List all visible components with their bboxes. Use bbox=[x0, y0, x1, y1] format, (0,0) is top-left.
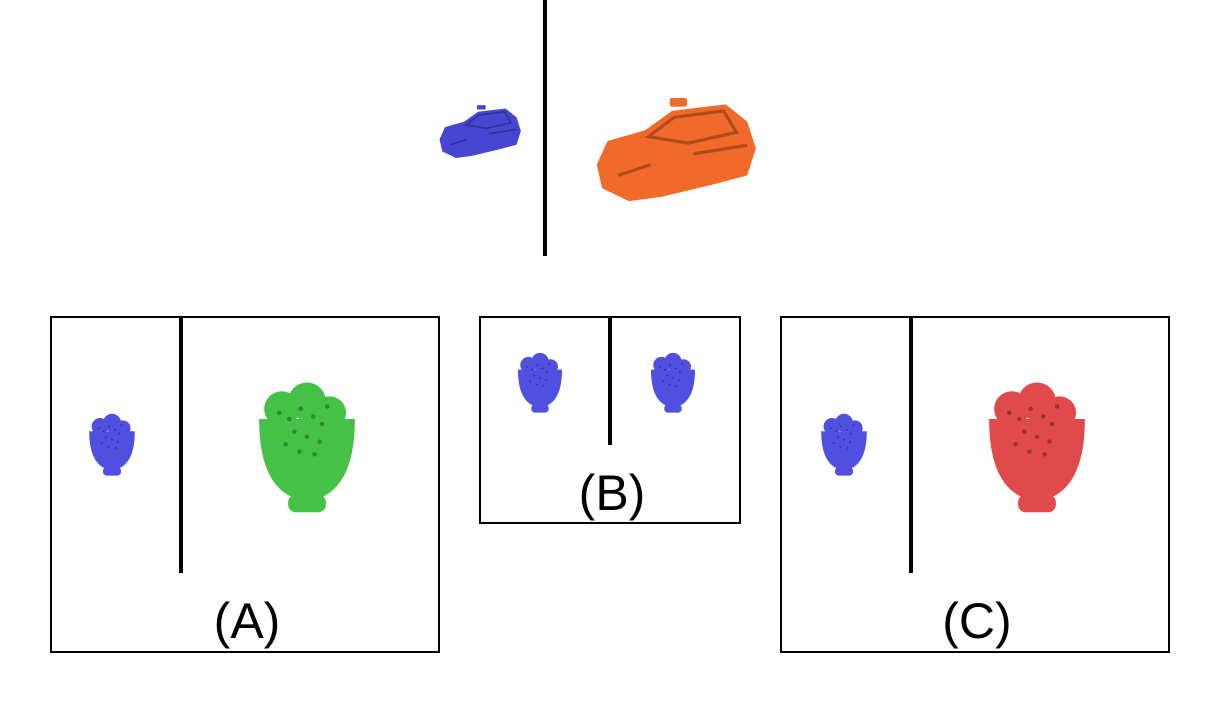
taxi-body bbox=[439, 105, 521, 158]
prompt-divider bbox=[543, 0, 547, 256]
option-b-label: (B) bbox=[578, 465, 646, 521]
option-c-label: (C) bbox=[942, 593, 1012, 649]
option-a-left-plant-icon bbox=[82, 408, 142, 482]
prompt-right-taxi-icon bbox=[586, 76, 758, 221]
option-b-right-plant-icon bbox=[644, 346, 702, 420]
option-c-left-plant-icon bbox=[814, 408, 874, 482]
option-a-right-plant-icon bbox=[244, 372, 370, 524]
prompt-left-taxi-icon bbox=[434, 100, 522, 162]
option-c-panel[interactable]: (C) bbox=[780, 316, 1170, 653]
option-b-divider bbox=[608, 318, 612, 445]
option-a-divider bbox=[179, 318, 183, 573]
option-a-panel[interactable]: (A) bbox=[50, 316, 440, 653]
option-a-label: (A) bbox=[213, 593, 281, 649]
option-c-divider bbox=[909, 318, 913, 573]
option-b-panel[interactable]: (B) bbox=[479, 316, 741, 524]
option-b-left-plant-icon bbox=[511, 346, 569, 420]
option-c-right-plant-icon bbox=[974, 372, 1100, 524]
